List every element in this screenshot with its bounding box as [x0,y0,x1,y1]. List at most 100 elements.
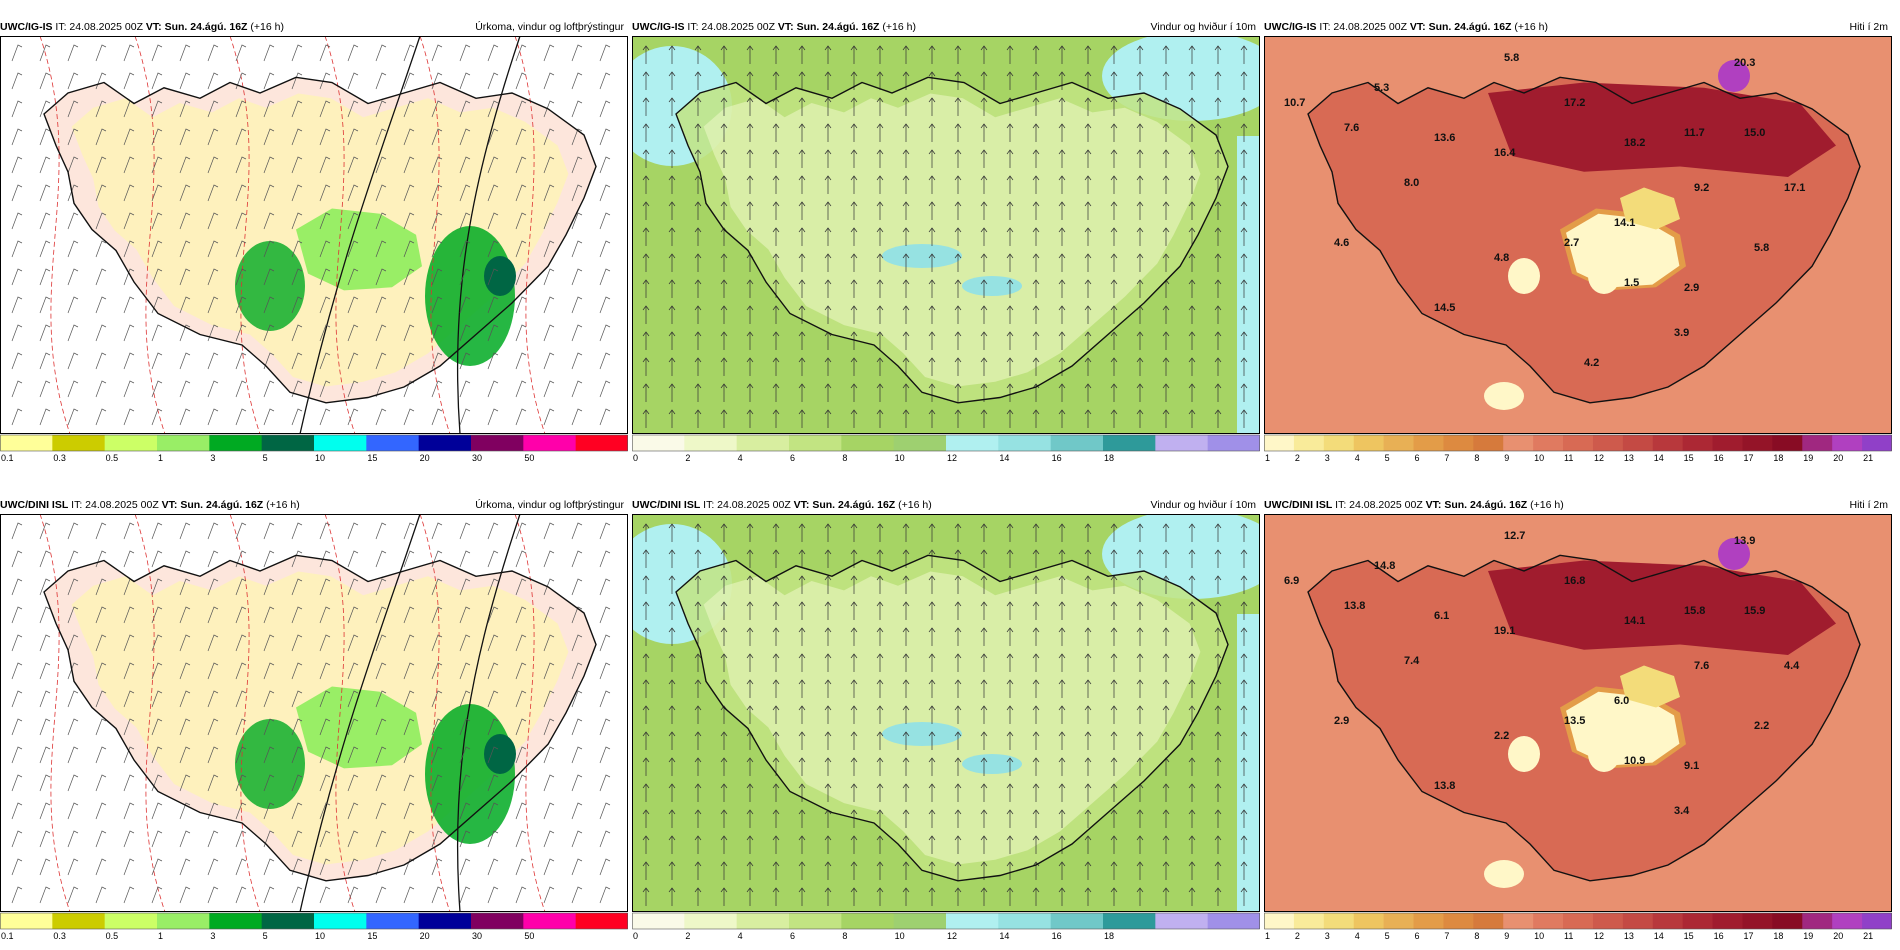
wind-arrow [1110,653,1118,672]
wind-arrow [1240,575,1248,594]
wind-arrow [642,305,650,324]
wind-arrow [1032,523,1040,542]
colorbar-swatch [1207,913,1260,929]
wind-arrow [1110,409,1118,428]
temperature-label: 1.5 [1624,277,1639,289]
wind-barb [487,380,499,398]
wind-arrow [694,835,702,854]
panel-header: UWC/DINI ISL IT: 24.08.2025 00Z VT: Sun.… [1264,496,1892,514]
colorbar-swatch [684,913,738,929]
valid-time: Sun. 24.ágú. 16Z [1444,499,1528,511]
wind-arrow [850,279,858,298]
wind-barb [123,662,135,680]
wind-arrow [902,175,910,194]
wind-barb [11,634,23,652]
colorbar-swatch [1293,435,1325,451]
wind-arrow [928,601,936,620]
wind-arrow [850,757,858,776]
wind-barb [459,408,471,426]
wind-arrow [1188,731,1196,750]
wind-barb [39,522,51,540]
wind-arrow [824,71,832,90]
wind-arrow [772,861,780,880]
coldest-area [1508,736,1540,772]
wind-barb [487,324,499,342]
wind-arrow [720,357,728,376]
precip-heavy-area [235,241,305,331]
colorbar-tick-label: 18 [1773,931,1783,941]
wind-barb [39,352,51,370]
wind-arrow [746,809,754,828]
wind-barb [459,634,471,652]
wind-barb [571,72,583,90]
wind-barb [375,268,387,286]
colorbar-tick-label: 30 [472,453,482,463]
wind-barb [263,550,275,568]
wind-barb [235,522,247,540]
wind-barb [319,858,331,876]
colorbar-swatch [1652,913,1684,929]
colorbar-swatch [1742,435,1773,451]
wind-arrow [954,253,962,272]
wind-barb [235,212,247,230]
wind-barb [599,718,611,736]
wind-barb [487,72,499,90]
wind-arrow [1006,71,1014,90]
wind-arrow [1162,731,1170,750]
wind-arrow [1110,331,1118,350]
wind-barb [123,522,135,540]
wind-arrow [1084,71,1092,90]
wind-arrow [1110,227,1118,246]
wind-arrow [1136,175,1144,194]
wind-arrow [694,149,702,168]
wind-arrow [694,809,702,828]
wind-arrow [1188,835,1196,854]
wind-arrow [928,71,936,90]
valid-label: VT: [793,499,810,511]
wind-arrow [694,227,702,246]
wind-arrow [1084,305,1092,324]
wind-barb [207,352,219,370]
colorbar-swatch [1712,435,1743,451]
wind-arrow [824,783,832,802]
wind-arrow [824,149,832,168]
colorbar-tick-label: 18 [1773,453,1783,463]
wind-barb [95,156,107,174]
wind-arrow [746,861,754,880]
wind-arrow [1240,227,1248,246]
wind-barb [543,634,555,652]
wind-barb [67,184,79,202]
wind-barb [571,296,583,314]
wind-barb [67,44,79,62]
temperature-label: 5.3 [1374,82,1389,94]
wind-barb [207,408,219,426]
wind-barb [67,100,79,118]
wind-arrow [1006,523,1014,542]
wind-arrow [1214,705,1222,724]
wind-arrow [1162,575,1170,594]
wind-arrow [876,331,884,350]
wind-arrow [668,45,676,64]
wind-arrow [1110,71,1118,90]
colorbar-tick-label: 6 [790,931,795,941]
precip-map-canvas [0,514,628,912]
wind-arrow [694,679,702,698]
wind-arrow [928,97,936,116]
wind-barb [599,774,611,792]
wind-arrow [642,731,650,750]
wind-barb [179,296,191,314]
wind-arrow [876,227,884,246]
wind-barb [543,578,555,596]
wind-barb [487,746,499,764]
wind-arrow [928,679,936,698]
colorbar-swatch [523,913,577,929]
wind-barb [487,634,499,652]
wind-barb [291,352,303,370]
wind-barb [403,72,415,90]
panel-title: Úrkoma, vindur og loftþrýstingur [475,499,624,511]
wind-arrow [772,653,780,672]
wind-barb [39,184,51,202]
wind-arrow [1084,575,1092,594]
colorbar-tick-label: 11 [1564,931,1573,941]
model-name: UWC/IG-IS [0,21,53,33]
